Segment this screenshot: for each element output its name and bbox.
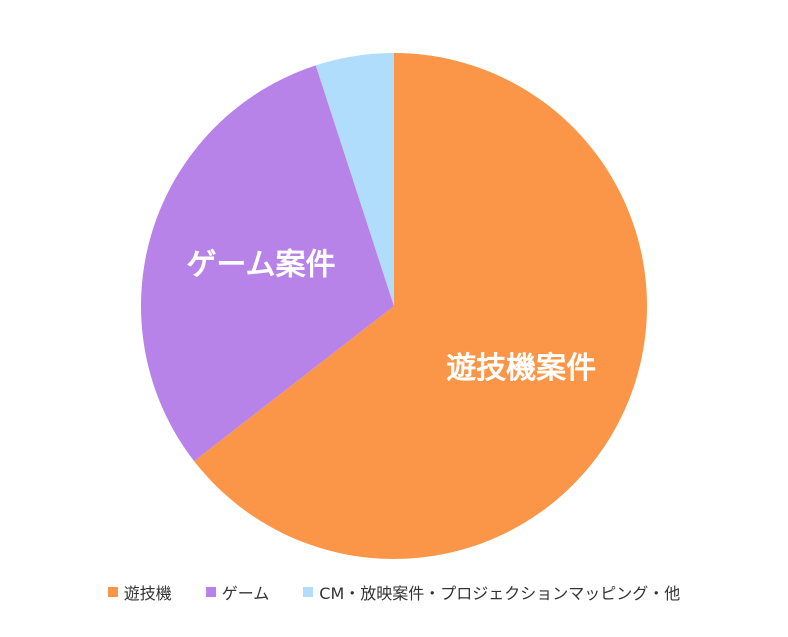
legend: 遊技機 ゲーム CM・放映案件・プロジェクションマッピング・他 — [0, 580, 788, 604]
legend-swatch-pachinko — [107, 587, 118, 597]
legend-label-pachinko: 遊技機 — [123, 584, 172, 603]
pie-slice-cm-other[interactable] — [315, 53, 394, 306]
slice-label-game: ゲーム案件 — [186, 248, 335, 283]
legend-item-game[interactable]: ゲーム — [205, 580, 270, 604]
legend-item-cm-other[interactable]: CM・放映案件・プロジェクションマッピング・他 — [303, 580, 680, 604]
legend-swatch-game — [205, 587, 216, 597]
pie-slice-game[interactable] — [140, 65, 394, 462]
legend-swatch-cm-other — [303, 587, 314, 597]
slice-label-pachinko: 遊技機案件 — [446, 351, 596, 386]
legend-label-cm-other: CM・放映案件・プロジェクションマッピング・他 — [319, 584, 681, 603]
pie-slice-labels: 遊技機案件 ゲーム案件 — [186, 248, 596, 386]
legend-item-pachinko[interactable]: 遊技機 — [107, 580, 172, 604]
legend-label-game: ゲーム — [221, 584, 270, 603]
pie-slices — [140, 53, 647, 559]
pie-slice-pachinko[interactable] — [194, 53, 647, 559]
